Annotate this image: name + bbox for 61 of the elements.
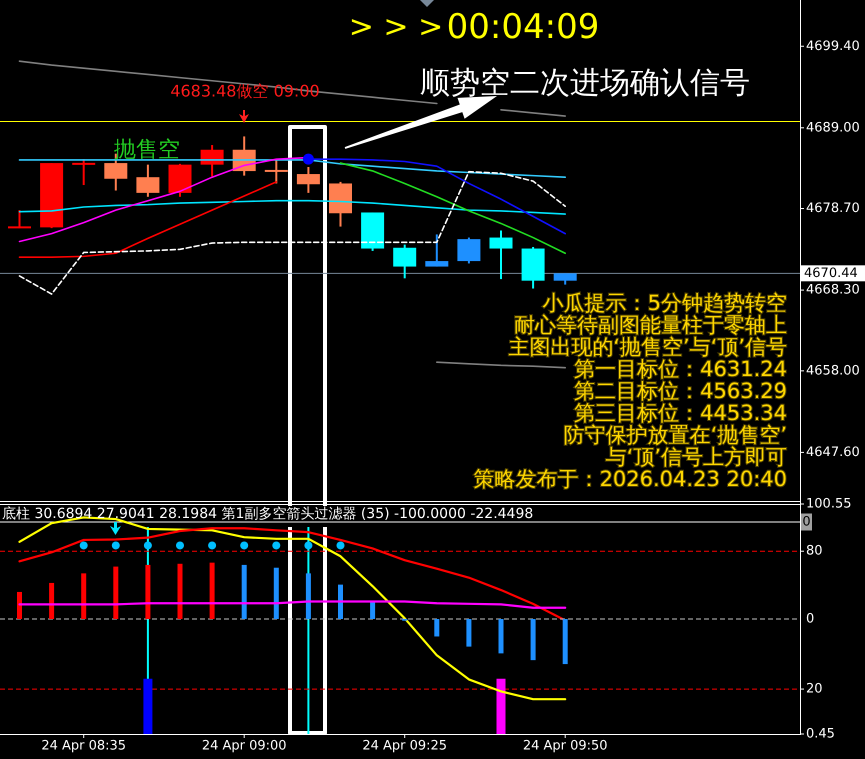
bar [242, 564, 247, 619]
x-tick-label: 24 Apr 09:50 [522, 738, 608, 754]
candlestick [136, 164, 160, 198]
y-tick-label: 4699.40 [806, 38, 860, 54]
bar [434, 619, 440, 636]
ref-line-label: 0 [806, 612, 814, 626]
annotation: > > > [348, 10, 444, 44]
y-tick-label: 100.55 [806, 496, 852, 512]
y-tick-label: 4678.70 [806, 201, 860, 216]
x-tick-label: 24 Apr 08:35 [41, 738, 126, 754]
bar [338, 584, 343, 619]
bar [306, 573, 311, 619]
bar [530, 619, 536, 660]
line-series [340, 162, 566, 254]
annotation: 第一目标位：4631.24 [574, 357, 787, 381]
bar [274, 568, 279, 619]
annotation: 抛售空 [114, 138, 180, 162]
x-tick-label: 24 Apr 09:00 [202, 738, 287, 754]
y-tick-label: 4647.60 [806, 444, 860, 460]
y-tick-label: 4689.00 [806, 120, 860, 136]
candlestick [264, 158, 288, 184]
annotation: 小瓜提示：5分钟趋势转空 [542, 291, 787, 315]
annotation: 第二目标位：4563.29 [574, 379, 787, 403]
bar [498, 619, 504, 654]
candlestick [8, 209, 31, 230]
ref-line-label: 4670.44 [804, 266, 858, 281]
line-series [18, 200, 566, 215]
bar [145, 564, 150, 619]
x-tick-label: 24 Apr 09:25 [362, 738, 448, 754]
text: 0 [802, 514, 811, 530]
annotation: 顺势空二次进场确认信号 [420, 66, 750, 100]
y-tick-label: 4658.00 [806, 363, 860, 378]
chart-title: 底柱 30.6894 27.9041 28.1984 第1副多空箭头过滤器 (35) -100.0000 -22.4498 [2, 506, 534, 522]
annotation: 00:04:09 [446, 7, 600, 47]
bar [17, 592, 22, 619]
text: 与‘顶’信号上方即可 [606, 445, 787, 469]
annotation: 耐心等待副图能量柱于零轴上 [514, 313, 787, 337]
bar [466, 619, 472, 647]
bar [210, 562, 215, 619]
y-tick-label: 80 [806, 544, 823, 559]
candlestick [457, 236, 480, 264]
y-tick-label: 20 [806, 682, 823, 697]
candlestick [393, 244, 416, 280]
bar [562, 619, 568, 664]
bar [49, 582, 54, 619]
annotation: 主图出现的‘抛售空’与‘顶’信号 [508, 335, 787, 359]
candlestick [490, 230, 512, 280]
bar [81, 573, 86, 619]
line-series [18, 181, 278, 258]
candlestick [72, 158, 96, 186]
candlestick [296, 166, 320, 194]
bar [178, 564, 182, 619]
bar [113, 566, 118, 619]
annotation: 防守保护放置在‘抛售空’ [564, 423, 787, 447]
y-tick-label: 4668.30 [806, 282, 860, 298]
annotation: 第三目标位：4453.34 [574, 401, 787, 425]
annotation: 策略发布于：2026.04.23 20:40 [474, 467, 787, 491]
candlestick [425, 233, 448, 268]
annotation: 4683.48做空 09:00 [170, 82, 320, 100]
y-tick-label: 0.45 [806, 726, 835, 742]
bar [370, 602, 376, 619]
